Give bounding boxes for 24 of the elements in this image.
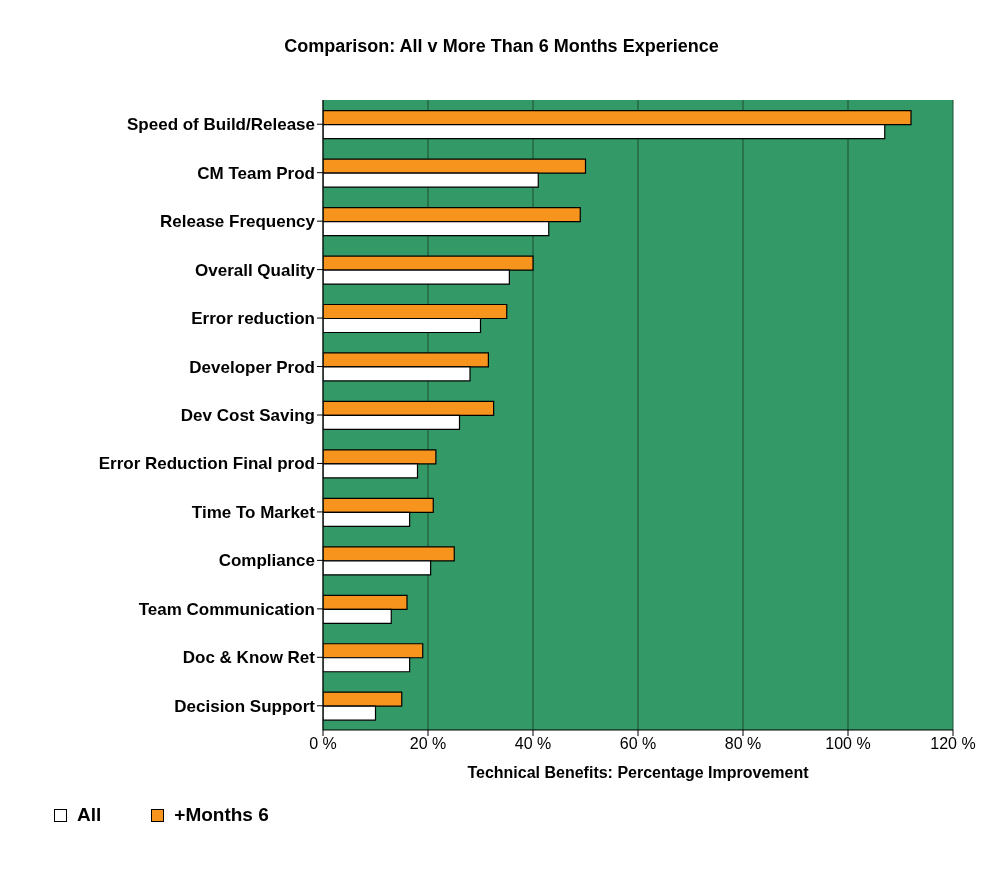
y-tick-label: Error reduction	[191, 309, 315, 329]
x-tick-label: 120 %	[930, 735, 976, 753]
x-tick-label: 80 %	[724, 735, 762, 753]
legend-label: +Months 6	[174, 804, 269, 826]
y-tick-label: Decision Support	[174, 696, 316, 716]
y-tick-label: CM Team Prod	[197, 163, 315, 183]
y-tick-label: Error Reduction Final prod	[98, 454, 315, 474]
chart-title: Comparison: All v More Than 6 Months Experience	[283, 35, 720, 58]
x-tick-label: 100 %	[825, 735, 871, 753]
x-tick-label: 40 %	[514, 735, 552, 753]
x-tick-label: 0 %	[309, 735, 337, 753]
y-tick-label: Dev Cost Saving	[180, 406, 315, 426]
y-tick-label: Overall Quality	[195, 260, 316, 280]
y-tick-label: Team Communication	[138, 599, 315, 619]
y-tick-label: Time To Market	[191, 502, 316, 522]
y-tick-label: Compliance	[218, 551, 315, 571]
y-tick-label: Speed of Build/Release	[127, 115, 315, 135]
x-tick-label: 20 %	[409, 735, 447, 753]
y-tick-label: Developer Prod	[189, 357, 315, 377]
y-tick-label: Release Frequency	[160, 212, 316, 232]
y-tick-label: Doc & Know Ret	[182, 648, 316, 668]
legend-label: All	[77, 804, 102, 826]
x-axis-title: Technical Benefits: Percentage Improvement	[467, 764, 810, 781]
x-tick-label: 60 %	[619, 735, 657, 753]
